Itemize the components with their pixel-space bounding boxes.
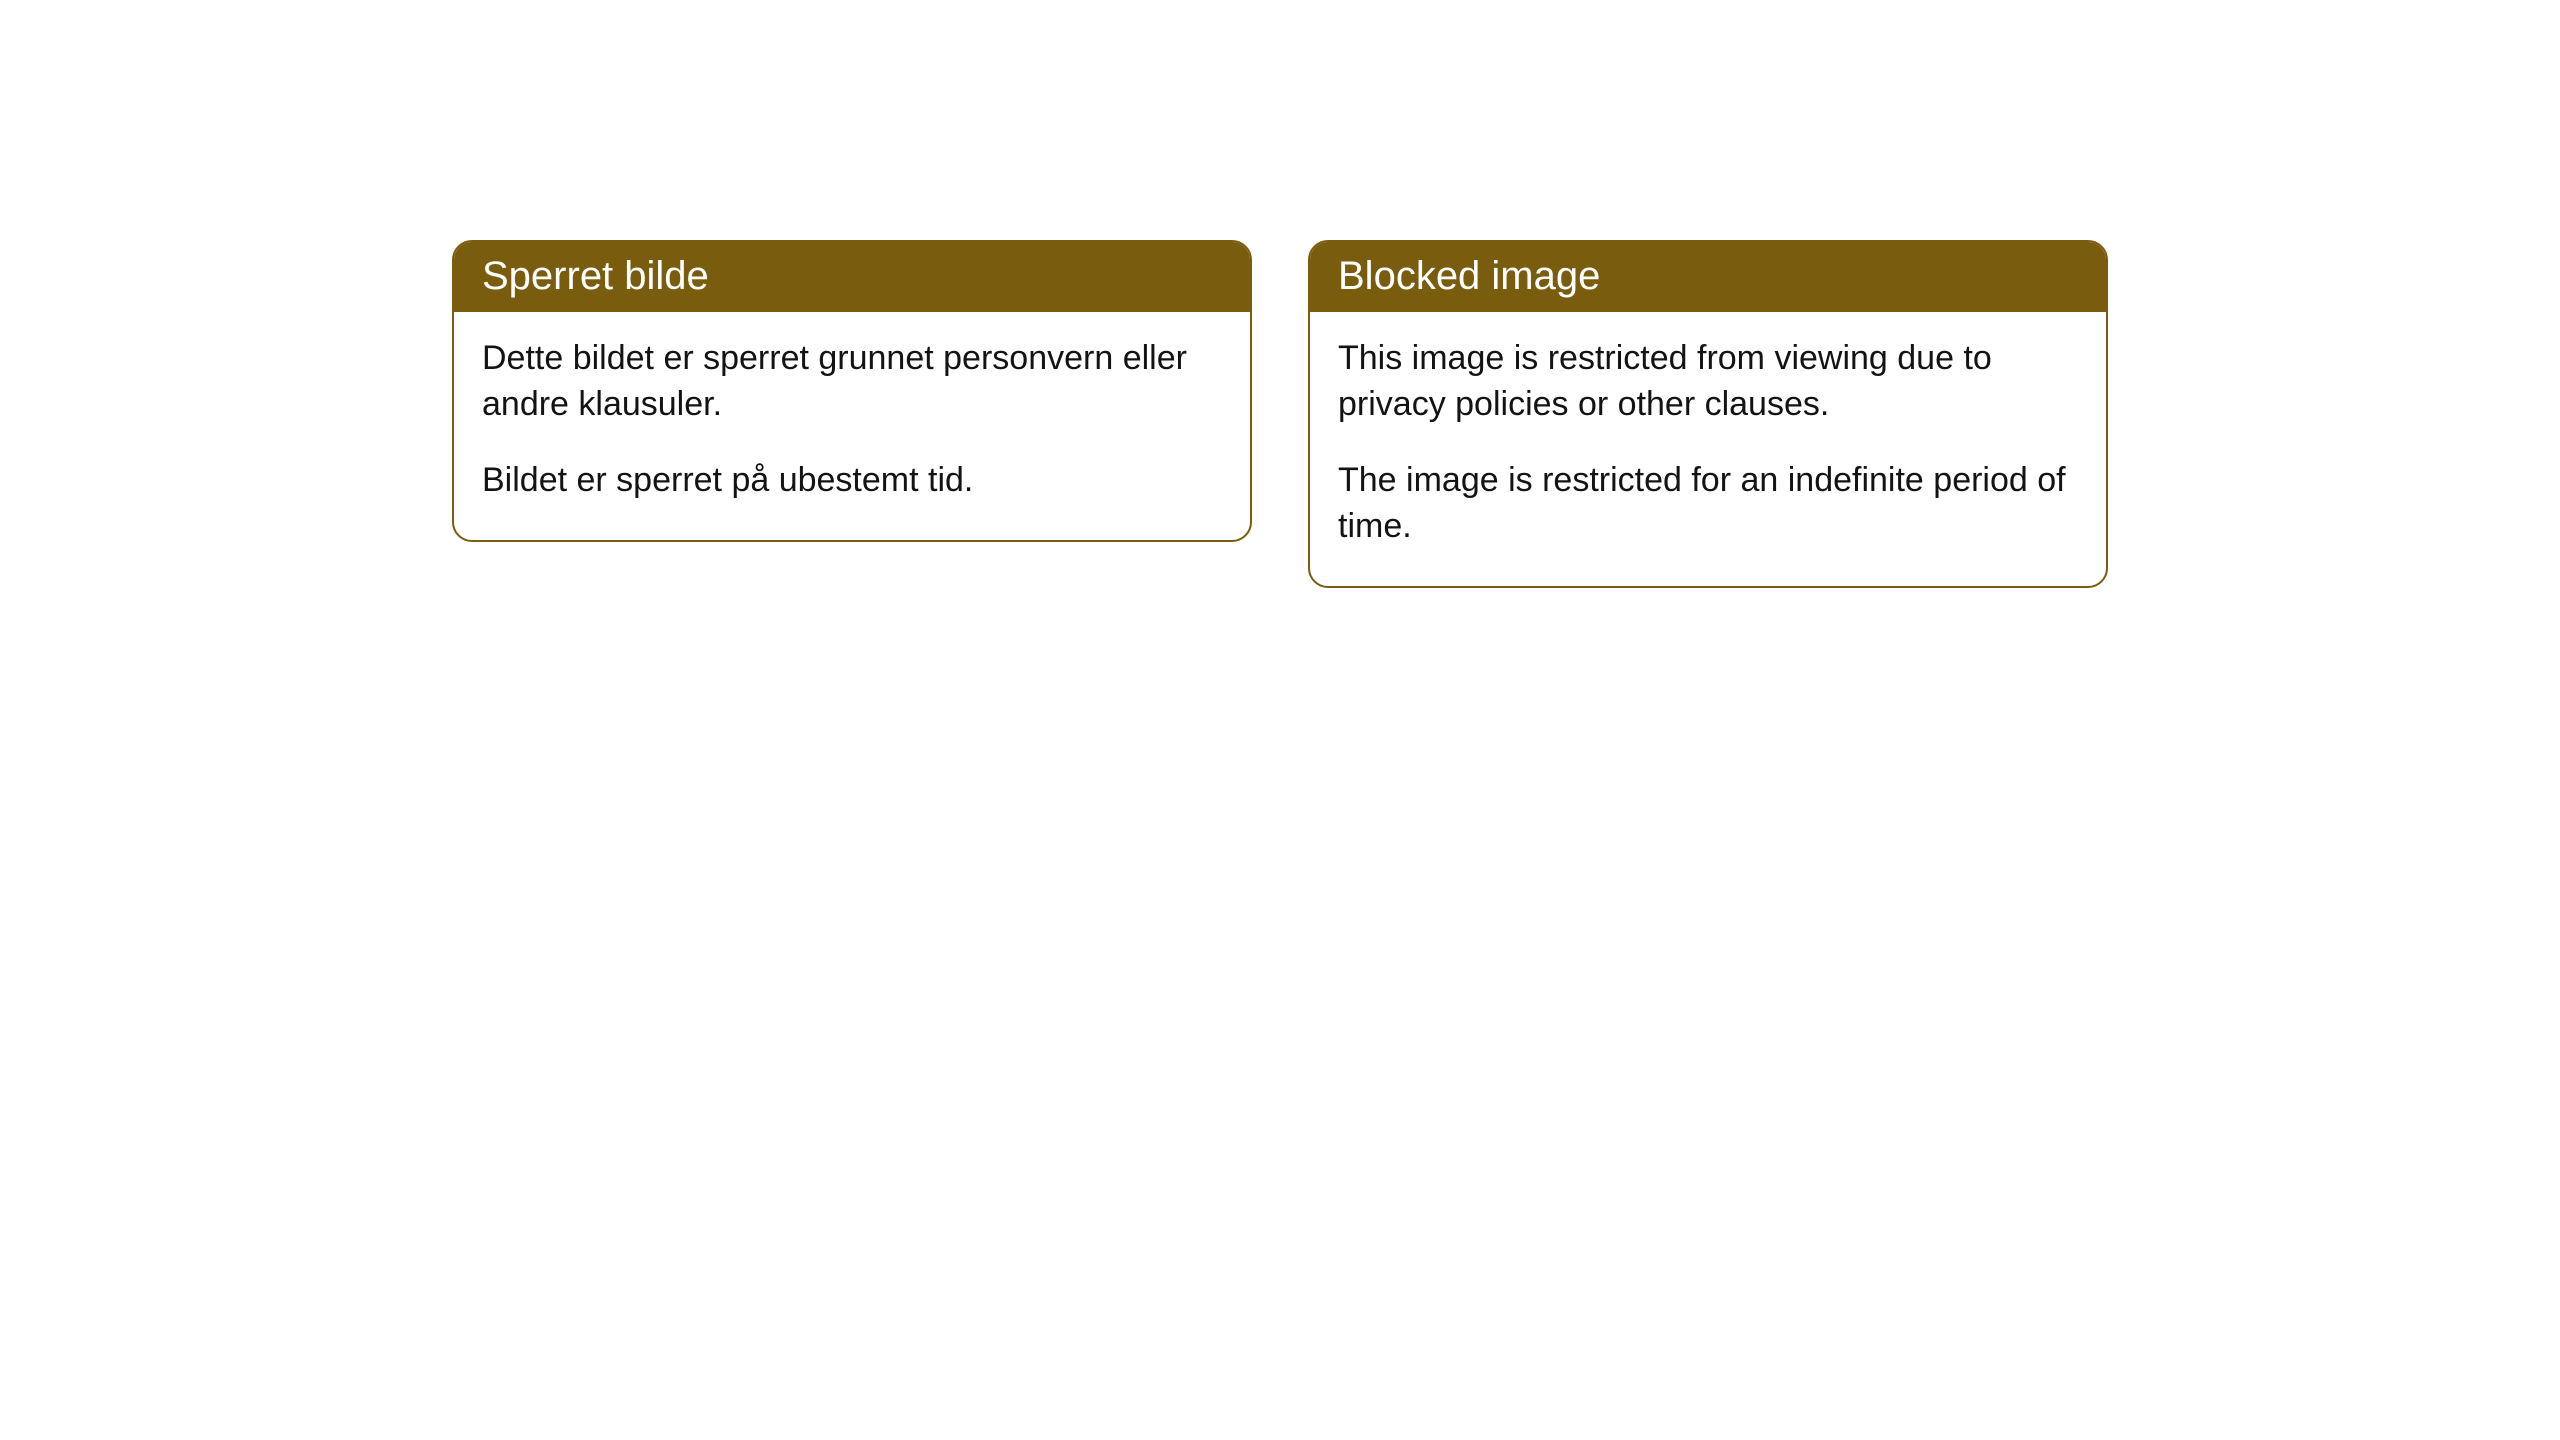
card-header: Sperret bilde [454,242,1250,312]
card-header: Blocked image [1310,242,2106,312]
card-paragraph: Dette bildet er sperret grunnet personve… [482,336,1222,428]
card-body: This image is restricted from viewing du… [1310,312,2106,586]
card-paragraph: Bildet er sperret på ubestemt tid. [482,458,1222,504]
blocked-image-card-en: Blocked image This image is restricted f… [1308,240,2108,588]
card-paragraph: This image is restricted from viewing du… [1338,336,2078,428]
blocked-image-card-no: Sperret bilde Dette bildet er sperret gr… [452,240,1252,542]
card-paragraph: The image is restricted for an indefinit… [1338,458,2078,550]
card-body: Dette bildet er sperret grunnet personve… [454,312,1250,540]
